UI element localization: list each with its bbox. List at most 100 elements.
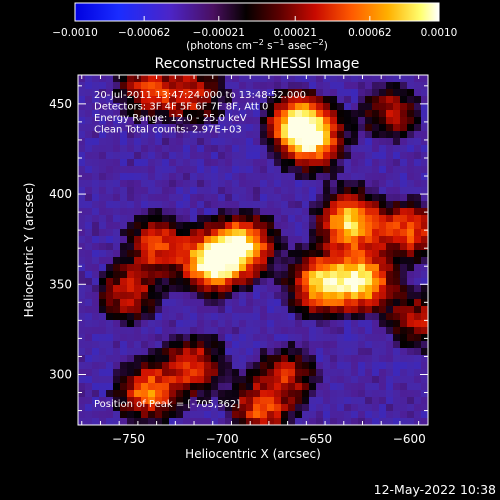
heatmap-cell [295,236,303,244]
heatmap-cell [337,89,345,97]
heatmap-cell [267,355,275,363]
heatmap-cell [253,369,261,377]
heatmap-cell [386,362,394,370]
heatmap-cell [134,110,142,118]
heatmap-cell [393,257,401,265]
heatmap-cell [407,89,415,97]
heatmap-cell [337,313,345,321]
heatmap-cell [106,397,114,405]
heatmap-cell [183,194,191,202]
heatmap-cell [344,313,352,321]
heatmap-cell [120,369,128,377]
heatmap-cell [414,313,422,321]
heatmap-cell [309,376,317,384]
heatmap-cell [274,82,282,90]
heatmap-cell [253,264,261,272]
heatmap-cell [183,110,191,118]
heatmap-cell [204,404,212,412]
heatmap-cell [393,215,401,223]
heatmap-cell [295,390,303,398]
heatmap-cell [211,229,219,237]
heatmap-cell [337,138,345,146]
heatmap-cell [400,341,408,349]
heatmap-cell [183,201,191,209]
heatmap-cell [414,264,422,272]
heatmap-cell [414,306,422,314]
y-tick-label: 450 [49,97,72,111]
heatmap-cell [358,201,366,209]
heatmap-cell [239,215,247,223]
heatmap-cell [372,397,380,405]
heatmap-cell [393,124,401,132]
heatmap-cell [92,257,100,265]
heatmap-cell [274,383,282,391]
heatmap-cell [372,96,380,104]
heatmap-cell [260,110,268,118]
heatmap-cell [127,89,135,97]
heatmap-cell [197,180,205,188]
heatmap-cell [134,376,142,384]
heatmap-cell [106,152,114,160]
heatmap-cell [274,187,282,195]
heatmap-cell [169,194,177,202]
heatmap-cell [281,159,289,167]
x-tick-label: −700 [206,432,239,446]
heatmap-cell [246,82,254,90]
heatmap-cell [113,131,121,139]
heatmap-cell [92,369,100,377]
heatmap-cell [372,299,380,307]
heatmap-cell [337,166,345,174]
heatmap-cell [358,355,366,363]
heatmap-cell [316,110,324,118]
heatmap-cell [323,383,331,391]
heatmap-cell [407,110,415,118]
heatmap-cell [379,159,387,167]
heatmap-cell [267,82,275,90]
heatmap-cell [176,215,184,223]
heatmap-cell [288,152,296,160]
heatmap-cell [330,124,338,132]
heatmap-cell [414,159,422,167]
heatmap-cell [148,257,156,265]
heatmap-cell [92,117,100,125]
heatmap-cell [337,180,345,188]
heatmap-cell [302,390,310,398]
heatmap-cell [330,383,338,391]
heatmap-cell [302,369,310,377]
heatmap-cell [414,327,422,335]
heatmap-cell [120,201,128,209]
heatmap-cell [344,320,352,328]
heatmap-cell [162,180,170,188]
heatmap-cell [309,383,317,391]
heatmap-cell [106,320,114,328]
heatmap-cell [134,243,142,251]
heatmap-cell [99,82,107,90]
heatmap-cell [393,96,401,104]
heatmap-cell [309,334,317,342]
heatmap-cell [239,292,247,300]
heatmap-cell [183,362,191,370]
timestamp: 12-May-2022 10:38 [374,482,496,497]
heatmap-cell [274,166,282,174]
heatmap-cell [78,320,86,328]
heatmap-cell [99,257,107,265]
heatmap-cell [393,82,401,90]
heatmap-cell [393,187,401,195]
plot-frame [77,74,429,426]
heatmap-cell [85,180,93,188]
heatmap-cell [155,397,163,405]
heatmap-cell [400,334,408,342]
heatmap-cell [155,159,163,167]
heatmap-cell [85,369,93,377]
heatmap-cell [162,201,170,209]
heatmap-cell [127,250,135,258]
heatmap-cell [267,341,275,349]
heatmap-cell [183,131,191,139]
heatmap-cell [99,390,107,398]
heatmap-cell [141,124,149,132]
heatmap-cell [358,327,366,335]
heatmap-cell [295,285,303,293]
heatmap-cell [99,180,107,188]
heatmap-cell [253,138,261,146]
heatmap-cell [295,145,303,153]
